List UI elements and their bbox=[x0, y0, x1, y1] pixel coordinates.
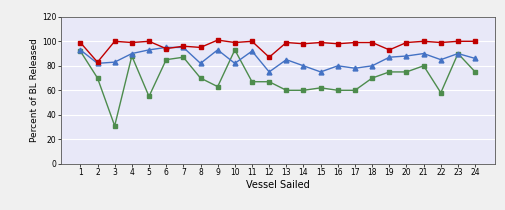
Line: S+3: S+3 bbox=[78, 38, 477, 64]
S+3 bbox=[146, 40, 152, 43]
S+3 bbox=[180, 45, 186, 47]
S+1 bbox=[112, 125, 118, 127]
S+1 bbox=[403, 71, 410, 73]
S+2 bbox=[472, 57, 478, 60]
S+3 bbox=[300, 42, 307, 45]
S+1 bbox=[369, 77, 375, 79]
S+3 bbox=[369, 41, 375, 44]
S+1 bbox=[94, 77, 100, 79]
S+1 bbox=[77, 50, 83, 52]
S+3 bbox=[232, 41, 238, 44]
S+1 bbox=[163, 58, 169, 61]
S+3 bbox=[266, 56, 272, 58]
S+2 bbox=[94, 62, 100, 65]
S+2 bbox=[215, 49, 221, 51]
S+2 bbox=[266, 71, 272, 73]
Y-axis label: Percent of BL Released: Percent of BL Released bbox=[30, 38, 39, 142]
S+2 bbox=[369, 64, 375, 67]
S+3 bbox=[112, 40, 118, 43]
S+1 bbox=[300, 89, 307, 92]
S+1 bbox=[146, 95, 152, 98]
S+2 bbox=[146, 49, 152, 51]
S+2 bbox=[438, 58, 444, 61]
S+1 bbox=[335, 89, 341, 92]
S+1 bbox=[318, 87, 324, 89]
S+3 bbox=[283, 41, 289, 44]
S+1 bbox=[232, 49, 238, 51]
S+1 bbox=[129, 55, 135, 57]
S+1 bbox=[472, 71, 478, 73]
S+3 bbox=[129, 41, 135, 44]
S+3 bbox=[318, 41, 324, 44]
S+1 bbox=[438, 92, 444, 94]
S+3 bbox=[421, 40, 427, 43]
S+2 bbox=[283, 58, 289, 61]
S+1 bbox=[266, 80, 272, 83]
S+2 bbox=[403, 55, 410, 57]
S+1 bbox=[455, 52, 461, 55]
S+2 bbox=[112, 61, 118, 63]
S+3 bbox=[472, 40, 478, 43]
S+1 bbox=[249, 80, 255, 83]
S+2 bbox=[249, 50, 255, 52]
S+2 bbox=[386, 56, 392, 58]
S+3 bbox=[215, 39, 221, 41]
S+2 bbox=[77, 49, 83, 51]
S+1 bbox=[386, 71, 392, 73]
Line: S+1: S+1 bbox=[78, 48, 477, 128]
S+2 bbox=[197, 62, 204, 65]
S+3 bbox=[335, 42, 341, 45]
S+3 bbox=[77, 41, 83, 44]
S+2 bbox=[180, 46, 186, 49]
S+1 bbox=[421, 64, 427, 67]
Line: S+2: S+2 bbox=[78, 45, 478, 74]
S+2 bbox=[352, 67, 358, 70]
X-axis label: Vessel Sailed: Vessel Sailed bbox=[246, 180, 310, 190]
S+1 bbox=[197, 77, 204, 79]
S+2 bbox=[163, 46, 169, 49]
S+3 bbox=[403, 41, 410, 44]
S+1 bbox=[283, 89, 289, 92]
S+2 bbox=[232, 62, 238, 65]
S+1 bbox=[180, 56, 186, 58]
S+3 bbox=[249, 40, 255, 43]
S+2 bbox=[300, 64, 307, 67]
S+3 bbox=[386, 49, 392, 51]
S+2 bbox=[335, 64, 341, 67]
S+2 bbox=[318, 71, 324, 73]
S+1 bbox=[215, 85, 221, 88]
S+3 bbox=[197, 46, 204, 49]
S+2 bbox=[421, 52, 427, 55]
S+3 bbox=[438, 41, 444, 44]
S+3 bbox=[352, 41, 358, 44]
S+2 bbox=[129, 52, 135, 55]
S+1 bbox=[352, 89, 358, 92]
S+2 bbox=[455, 52, 461, 55]
S+3 bbox=[94, 61, 100, 63]
S+3 bbox=[163, 47, 169, 50]
S+3 bbox=[455, 40, 461, 43]
